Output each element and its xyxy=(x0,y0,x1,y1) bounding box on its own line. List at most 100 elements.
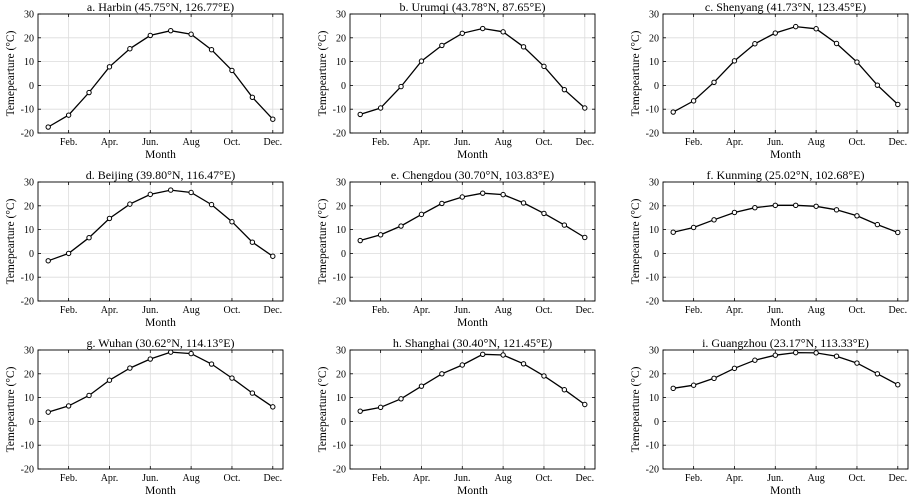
x-tick-label: Jun. xyxy=(767,137,783,148)
data-point xyxy=(439,42,445,49)
data-point xyxy=(582,401,588,408)
x-tick-label: Aug xyxy=(495,305,512,316)
y-tick-label: 30 xyxy=(24,178,34,189)
y-tick-label: 10 xyxy=(649,225,659,236)
data-point xyxy=(127,201,133,207)
chart-panel-3: -20 -10 0 10 20 30 Feb. Apr. Jun. Aug Oct. Dec. c. S… xyxy=(630,0,909,161)
y-tick-label: 10 xyxy=(649,57,659,68)
chart-title: f. Kunming (25.02°N, 102.68°E) xyxy=(707,168,865,182)
x-tick-label: Apr. xyxy=(101,137,119,148)
x-axis-label: Month xyxy=(145,485,176,497)
data-point xyxy=(690,382,697,388)
chart-panel-1: -20 -10 0 10 20 30 Feb. Apr. Jun. Aug Oct. Dec. a. H… xyxy=(5,0,284,161)
x-tick-label: Jun. xyxy=(454,137,470,148)
y-tick-label: 0 xyxy=(29,417,34,428)
x-tick-label: Jun. xyxy=(454,473,470,484)
data-point xyxy=(65,112,72,118)
axes-box xyxy=(662,13,909,134)
data-point xyxy=(229,67,235,74)
x-tick-label: Dec. xyxy=(888,137,907,148)
x-tick-label: Dec. xyxy=(263,473,282,484)
y-tick-label: 0 xyxy=(654,417,659,428)
data-point xyxy=(561,222,568,228)
axes-box xyxy=(37,13,284,134)
chart-title: d. Beijing (39.80°N, 116.47°E) xyxy=(86,168,235,182)
x-tick-label: Apr. xyxy=(101,473,119,484)
y-tick-label: 10 xyxy=(24,393,34,404)
data-point xyxy=(65,250,72,257)
x-tick-label: Oct. xyxy=(535,305,552,316)
x-tick-label: Feb. xyxy=(685,137,703,148)
data-point xyxy=(45,258,51,264)
y-tick-label: 0 xyxy=(341,249,346,260)
data-point xyxy=(833,40,840,47)
x-tick-label: Aug xyxy=(183,305,200,316)
x-tick-label: Oct. xyxy=(223,473,240,484)
data-point xyxy=(541,63,547,70)
data-point xyxy=(541,373,547,379)
plot-area xyxy=(38,182,283,301)
data-point xyxy=(398,83,404,90)
x-tick-label: Oct. xyxy=(848,305,865,316)
data-point xyxy=(418,58,425,64)
data-point xyxy=(772,202,778,209)
x-tick-label: Feb. xyxy=(372,305,390,316)
x-tick-label: Jun. xyxy=(454,305,470,316)
y-tick-label: -20 xyxy=(333,297,346,308)
y-tick-label: 20 xyxy=(24,369,34,380)
data-point xyxy=(168,27,174,34)
y-tick-label: 10 xyxy=(24,225,34,236)
x-tick-label: Jun. xyxy=(142,305,158,316)
data-point xyxy=(188,189,194,196)
y-tick-label: 20 xyxy=(24,33,34,44)
y-tick-label: 10 xyxy=(336,393,346,404)
y-axis-label: Temepearture (°C) xyxy=(630,30,642,116)
x-tick-label: Jun. xyxy=(767,473,783,484)
data-point xyxy=(854,360,860,366)
x-tick-label: Dec. xyxy=(263,305,282,316)
x-axis-label: Month xyxy=(145,149,176,161)
y-tick-label: -20 xyxy=(646,465,659,476)
y-tick-label: 10 xyxy=(24,57,34,68)
data-point xyxy=(249,239,256,245)
y-tick-label: 0 xyxy=(654,249,659,260)
data-point xyxy=(249,390,256,396)
chart-title: i. Guangzhou (23.17°N, 113.33°E) xyxy=(702,336,869,350)
x-tick-label: Oct. xyxy=(848,137,865,148)
data-point xyxy=(377,404,384,411)
y-tick-label: 30 xyxy=(649,178,659,189)
chart-title: h. Shanghai (30.40°N, 121.45°E) xyxy=(393,336,552,350)
data-point xyxy=(439,371,445,377)
x-tick-label: Dec. xyxy=(888,473,907,484)
data-point xyxy=(127,365,133,371)
y-tick-label: -20 xyxy=(646,297,659,308)
data-point xyxy=(208,361,215,367)
data-point xyxy=(398,223,404,229)
data-point xyxy=(731,365,738,372)
data-point xyxy=(895,101,901,108)
data-point xyxy=(874,221,881,228)
y-tick-label: 20 xyxy=(336,33,346,44)
x-tick-label: Apr. xyxy=(726,137,744,148)
data-point xyxy=(168,187,174,193)
x-tick-label: Jun. xyxy=(142,473,158,484)
data-point xyxy=(711,375,717,382)
x-tick-label: Oct. xyxy=(223,305,240,316)
data-point xyxy=(793,202,799,209)
data-point xyxy=(127,46,133,52)
y-tick-label: 20 xyxy=(649,201,659,212)
data-point xyxy=(895,229,901,236)
chart-panel-5: -20 -10 0 10 20 30 Feb. Apr. Jun. Aug Oct. Dec. e. C… xyxy=(317,168,596,329)
x-tick-label: Apr. xyxy=(101,305,119,316)
x-tick-label: Aug xyxy=(183,137,200,148)
x-tick-label: Feb. xyxy=(372,137,390,148)
x-tick-label: Apr. xyxy=(413,305,431,316)
data-point xyxy=(249,94,256,101)
data-point xyxy=(711,79,717,86)
plot-area xyxy=(350,182,595,301)
x-tick-label: Feb. xyxy=(685,473,703,484)
x-tick-label: Aug xyxy=(183,473,200,484)
y-tick-label: 30 xyxy=(24,346,34,357)
x-tick-label: Oct. xyxy=(535,473,552,484)
